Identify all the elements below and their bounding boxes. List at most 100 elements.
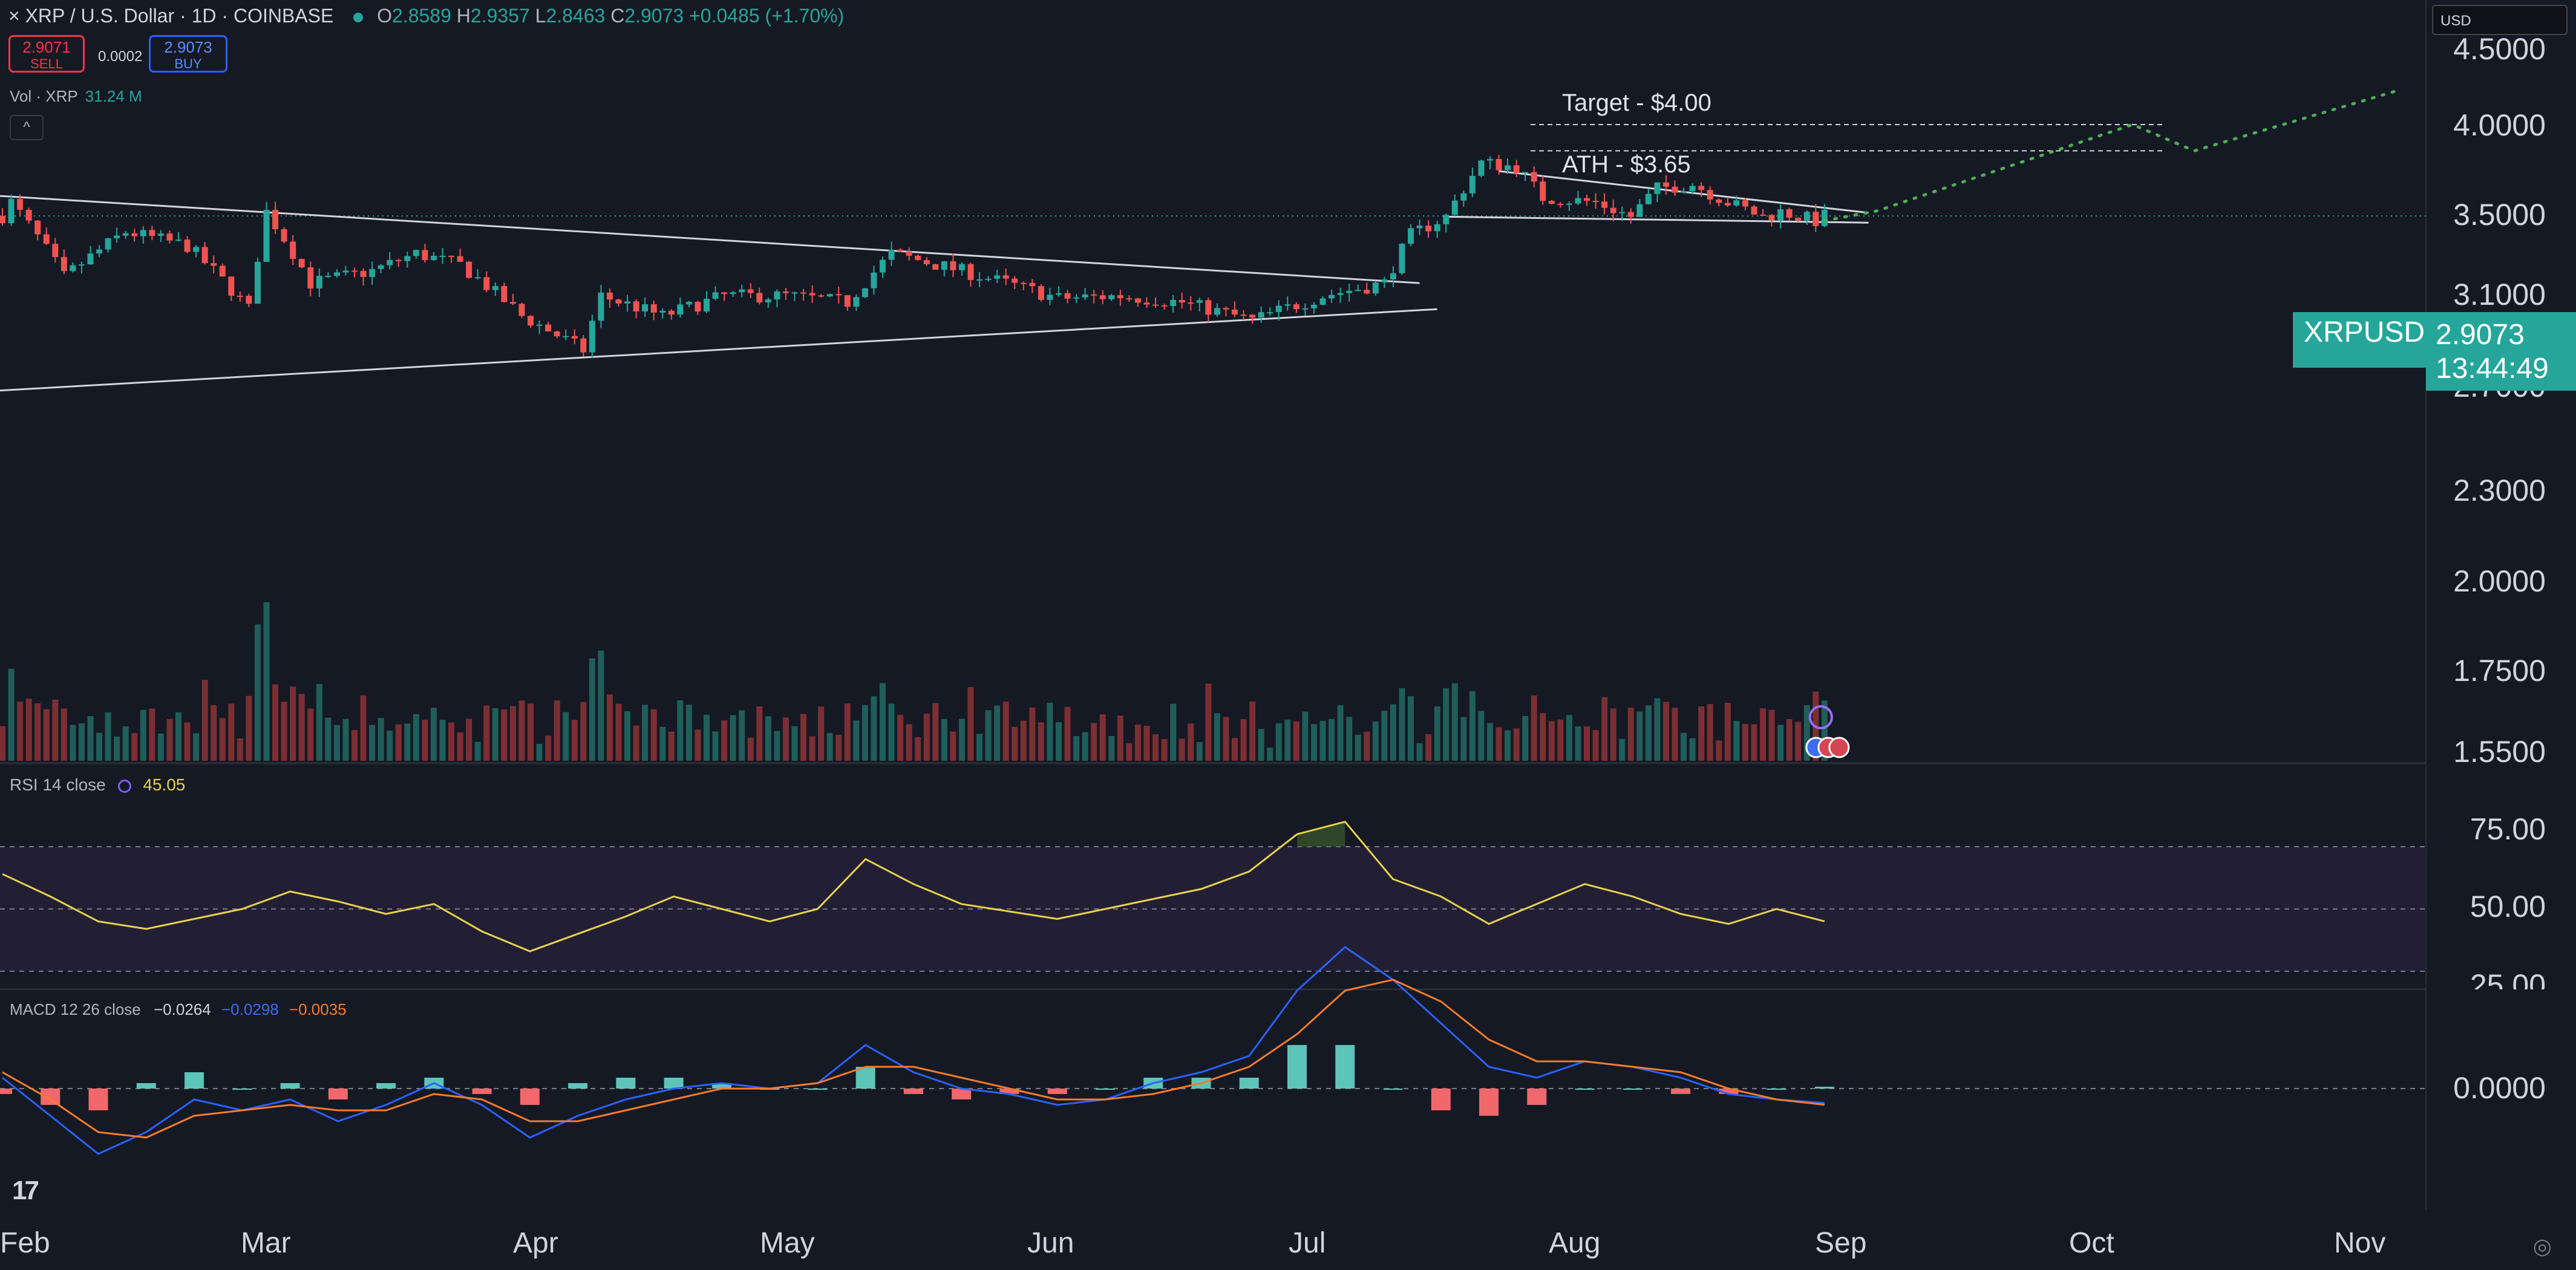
candle [1724, 203, 1731, 206]
candle [1188, 302, 1194, 304]
candle [87, 253, 94, 265]
candle [1513, 165, 1520, 174]
volume-bar [1223, 717, 1229, 761]
candle [871, 272, 877, 288]
candle [1733, 200, 1740, 206]
candle [1443, 215, 1450, 224]
candle [466, 261, 472, 278]
macd-histogram-bar [1047, 1089, 1067, 1094]
volume-bar [1654, 698, 1661, 761]
volume-bar [1258, 729, 1264, 761]
volume-bar [1486, 723, 1493, 761]
volume-bar [1548, 721, 1555, 761]
volume-bar [677, 700, 684, 761]
macd-histogram-bar [1814, 1086, 1834, 1089]
volume-bar [633, 725, 639, 761]
volume-bar [466, 718, 472, 761]
volume-bar [360, 695, 367, 761]
candle [60, 257, 67, 272]
candle [1672, 186, 1678, 193]
candle [1478, 160, 1485, 176]
volume-bar [1803, 705, 1810, 761]
volume-bar [704, 714, 710, 761]
candle [457, 256, 463, 262]
candle [818, 295, 825, 297]
candle [668, 310, 675, 315]
candle [861, 288, 868, 298]
candle [941, 261, 947, 270]
macd-histogram-bar [808, 1089, 828, 1090]
candle [1645, 194, 1652, 204]
target-annotation: Target - $4.00 [1562, 90, 1711, 116]
rsi-legend: RSI 14 close 45.05 [10, 775, 186, 794]
volume-bar [1082, 732, 1088, 761]
candle [1636, 204, 1643, 217]
volume-bar [430, 708, 437, 761]
candle [272, 209, 279, 230]
collapse-legend-button[interactable]: ^ [10, 115, 44, 140]
candle [880, 259, 886, 273]
candle [747, 289, 754, 293]
macd-histogram-bar [952, 1089, 972, 1099]
volume-bar [739, 710, 745, 761]
candle [1267, 312, 1273, 314]
volume-bar [1073, 736, 1080, 761]
x-tick-label: Jul [1289, 1227, 1326, 1259]
candle [1091, 294, 1097, 296]
candle [1505, 165, 1511, 171]
candle [114, 235, 120, 238]
candle [1768, 215, 1775, 221]
rsi-settings-icon[interactable] [117, 779, 131, 793]
volume-bar [1416, 743, 1423, 761]
candle [1751, 206, 1757, 215]
candle [580, 338, 587, 353]
candle [958, 264, 965, 270]
candle [52, 244, 59, 258]
candle [1126, 298, 1133, 300]
volume-bar [1496, 727, 1502, 761]
candle [1566, 203, 1572, 205]
volume-bar [1196, 741, 1203, 761]
volume-bar [1522, 715, 1529, 761]
ath-annotation: ATH - $3.65 [1562, 151, 1691, 178]
volume-bar [668, 731, 675, 761]
buy-button[interactable]: 2.9073 BUY [149, 35, 227, 73]
candle [290, 241, 296, 259]
volume-bar [1214, 713, 1220, 761]
volume-bar [404, 723, 411, 761]
volume-bar [96, 732, 103, 761]
candle [765, 299, 771, 303]
close-legend-icon[interactable]: × [8, 5, 20, 27]
event-markers[interactable] [1805, 705, 1850, 758]
candle [571, 336, 578, 339]
rsi-level-label: 50.00 [2470, 890, 2546, 923]
tradingview-logo[interactable]: 17 [12, 1176, 39, 1205]
macd-histogram-bar [1335, 1045, 1355, 1089]
sell-button[interactable]: 2.9071 SELL [8, 35, 85, 73]
candle [633, 301, 639, 311]
candle [43, 234, 50, 244]
candle [1134, 298, 1141, 303]
candle [1821, 209, 1828, 226]
volume-bar [518, 700, 525, 761]
economic-event-icon [1828, 737, 1850, 758]
candle [1372, 282, 1379, 294]
volume-bar [1364, 731, 1370, 761]
symbol-title[interactable]: XRP / U.S. Dollar · 1D · COINBASE [25, 5, 334, 27]
volume-legend: Vol · XRP 31.24 M [10, 87, 142, 105]
volume-bar [448, 722, 455, 761]
candle [105, 238, 111, 250]
volume-bar [1531, 695, 1537, 761]
macd-histogram-bar [1095, 1089, 1115, 1090]
macd-histogram-bar [903, 1089, 923, 1094]
volume-bar [1636, 711, 1643, 761]
candle [263, 209, 270, 262]
candles[interactable] [0, 155, 1828, 359]
candle [800, 292, 807, 294]
candle [1742, 200, 1748, 207]
settings-icon[interactable]: ◎ [2532, 1234, 2552, 1259]
volume-bar [1557, 719, 1564, 761]
candle [721, 292, 728, 295]
currency-select[interactable]: USD [2432, 5, 2568, 35]
